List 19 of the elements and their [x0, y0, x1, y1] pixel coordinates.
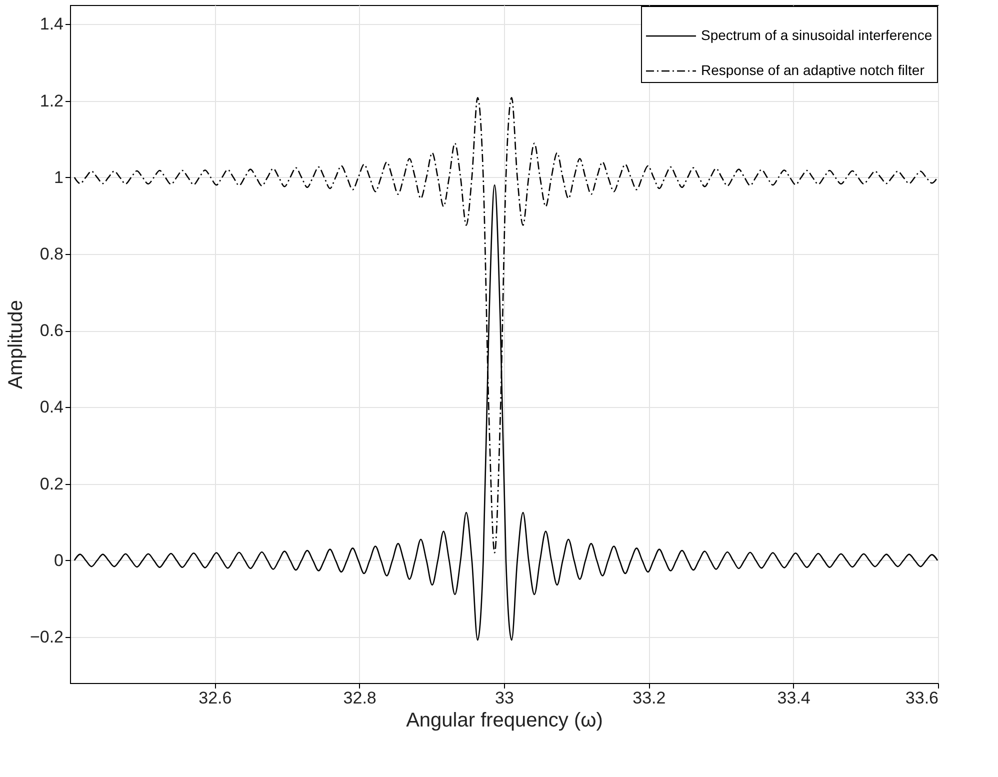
x-tick-label: 33.6 [905, 688, 938, 708]
y-axis-title: Amplitude [4, 300, 27, 389]
x-tick-label: 33.2 [632, 688, 666, 708]
x-axis-title: Angular frequency (ω) [406, 710, 603, 732]
x-tick-label: 33.4 [777, 688, 810, 708]
x-tick-label: 32.8 [343, 688, 376, 708]
legend-label: Response of an adaptive notch filter [701, 62, 925, 78]
y-tick-label: 1.4 [40, 14, 64, 34]
y-tick-label: 0.8 [40, 244, 64, 264]
legend-label: Spectrum of a sinusoidal interference [701, 27, 932, 43]
x-tick-label: 32.6 [198, 688, 232, 708]
y-tick-label: 0 [54, 550, 64, 570]
y-tick-label: 0.6 [40, 321, 64, 340]
y-tick-label: 0.2 [40, 474, 64, 494]
y-tick-label: 1 [54, 168, 64, 187]
x-tick-label: 33 [495, 688, 514, 708]
y-tick-label: 1.2 [40, 91, 64, 110]
y-tick-label: 0.4 [40, 398, 64, 417]
y-tick-label: −0.2 [30, 628, 64, 647]
